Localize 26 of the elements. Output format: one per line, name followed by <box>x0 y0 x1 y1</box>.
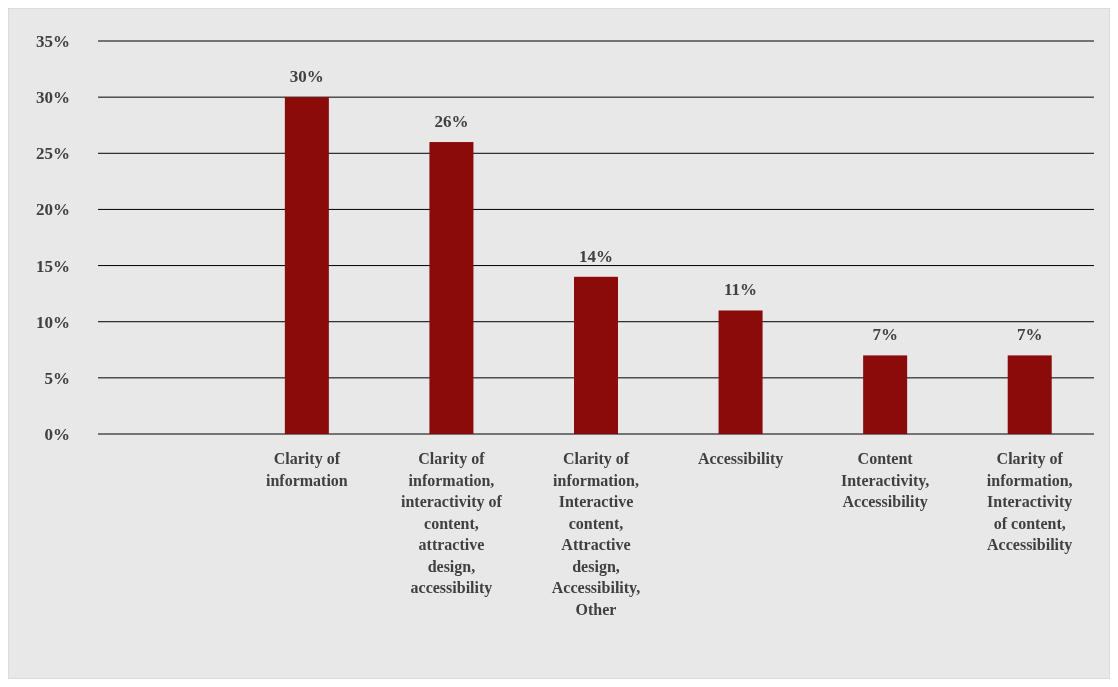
data-label: 7% <box>872 325 898 345</box>
data-label: 30% <box>289 67 324 87</box>
data-label: 14% <box>579 246 613 266</box>
y-tick-label: 5% <box>44 368 70 388</box>
y-tick-label: 20% <box>36 200 70 220</box>
bar <box>718 310 763 434</box>
data-label: 11% <box>724 280 758 300</box>
y-tick-label: 25% <box>36 144 70 164</box>
x-tick-label: Clarity of information, interactivity of content, attractive design, accessibility <box>401 450 503 597</box>
x-tick-label: Clarity of information <box>265 450 348 489</box>
y-tick-label: 0% <box>44 424 70 444</box>
y-tick-label: 10% <box>36 312 70 332</box>
bar <box>863 355 908 434</box>
bar <box>284 97 329 434</box>
data-label: 7% <box>1016 325 1043 345</box>
bar <box>429 142 474 434</box>
bar <box>1007 355 1052 434</box>
x-tick-label: Clarity of information, Interactive content, Attractive design, Accessibility, Other <box>551 450 641 618</box>
x-tick-label: Accessibility <box>697 450 784 468</box>
bar <box>574 276 618 434</box>
y-tick-label: 35% <box>36 31 70 51</box>
y-tick-label: 30% <box>36 88 70 108</box>
x-tick-label: Content Interactivity, Accessibility <box>840 450 930 511</box>
data-label: 26% <box>434 112 469 132</box>
y-tick-label: 15% <box>36 256 70 276</box>
x-tick-label: Clarity of information, Interactivity of content, Accessibility <box>986 450 1073 554</box>
